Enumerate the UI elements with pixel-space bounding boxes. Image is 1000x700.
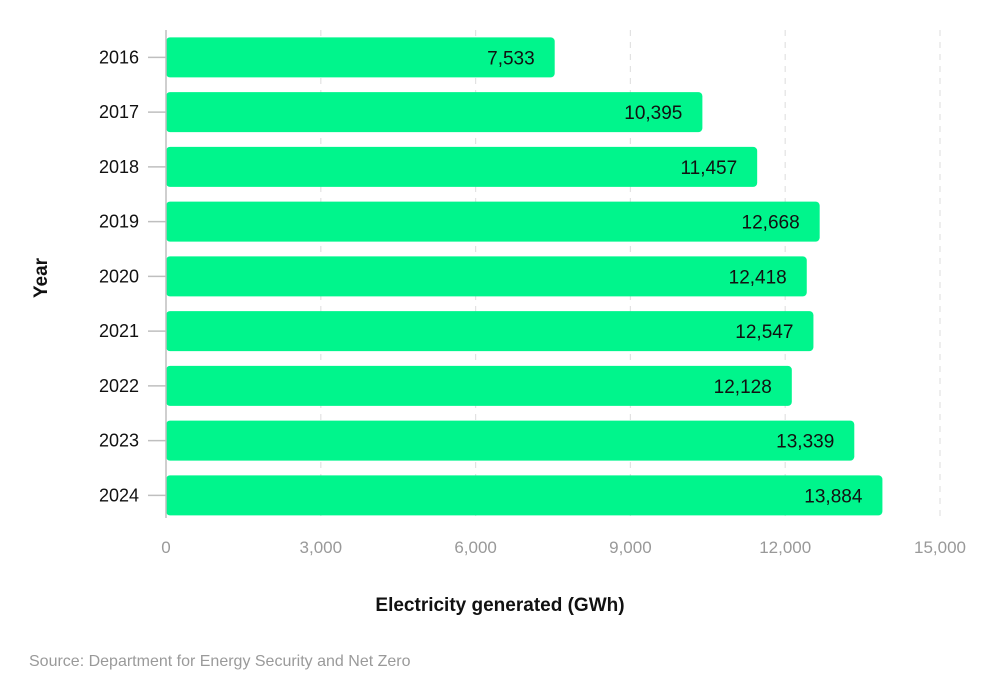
bar (166, 92, 703, 133)
data-label: 12,547 (735, 322, 793, 343)
x-tick-label: 6,000 (454, 538, 497, 557)
y-tick-label: 2023 (99, 431, 139, 451)
bar (166, 256, 807, 297)
bar (166, 37, 555, 78)
x-tick-label: 9,000 (609, 538, 652, 557)
data-label: 13,339 (776, 432, 834, 453)
bar (166, 146, 758, 187)
bar (166, 365, 792, 406)
data-label: 12,668 (742, 213, 800, 234)
x-tick-label: 3,000 (300, 538, 343, 557)
y-tick-label: 2020 (99, 266, 139, 286)
y-tick-label: 2024 (99, 485, 139, 505)
bar (166, 420, 855, 461)
y-tick-label: 2017 (99, 102, 139, 122)
data-label: 11,457 (680, 158, 737, 179)
x-tick-label: 15,000 (914, 538, 966, 557)
y-tick-label: 2022 (99, 376, 139, 396)
y-tick-label: 2016 (99, 47, 139, 67)
y-tick-label: 2021 (99, 321, 139, 341)
y-tick-label: 2019 (99, 212, 139, 232)
bars: 7,533 10,395 11,457 12,668 12,418 12,547 12,12… (166, 37, 883, 516)
x-tick-label: 12,000 (759, 538, 811, 557)
data-label: 12,128 (714, 377, 772, 398)
source-note: Source: Department for Energy Security a… (29, 653, 411, 670)
x-axis-title: Electricity generated (GWh) (375, 595, 624, 616)
bar (166, 475, 883, 516)
axes: 0 3,000 6,000 9,000 12,000 15,000 2016 2017 2018… (99, 30, 966, 557)
y-tick-label: 2018 (99, 157, 139, 177)
data-label: 13,884 (804, 486, 863, 507)
bar (166, 201, 820, 242)
x-tick-label: 0 (161, 538, 170, 557)
data-label: 7,533 (487, 48, 535, 69)
y-axis-title: Year (31, 257, 52, 298)
bar (166, 311, 814, 352)
data-label: 10,395 (624, 103, 682, 124)
data-label: 12,418 (729, 267, 787, 288)
